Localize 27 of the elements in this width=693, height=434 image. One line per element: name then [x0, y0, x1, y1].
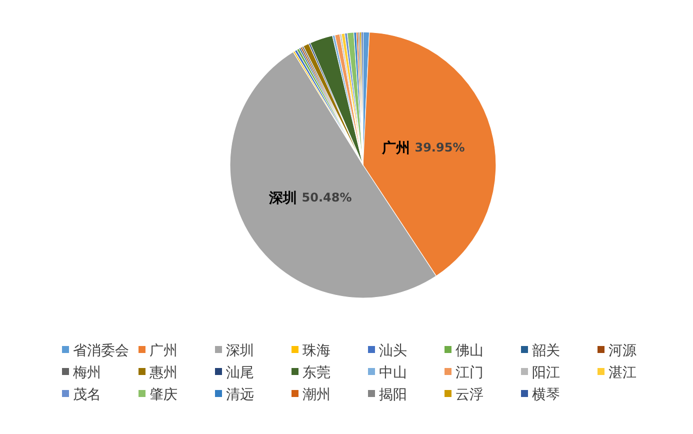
legend-label: 韶关 [532, 343, 560, 359]
legend-label: 梅州 [72, 365, 101, 381]
legend-label: 江门 [456, 365, 484, 381]
legend-label: 湛江 [608, 365, 636, 381]
slice-label: 深圳 [268, 190, 302, 206]
legend-label: 汕头 [379, 343, 407, 359]
legend-label: 阳江 [532, 365, 560, 381]
legend-label: 清远 [226, 387, 254, 403]
legend-label: 汕尾 [226, 365, 254, 381]
legend-label: 河源 [608, 343, 636, 359]
legend-label: 广州 [150, 343, 178, 359]
legend-label: 潮州 [302, 387, 330, 403]
data-label: 39.95% [414, 140, 465, 155]
legend-label: 深圳 [226, 343, 254, 359]
legend-label: 茂名 [73, 387, 101, 403]
legend-label: 揭阳 [379, 387, 407, 403]
legend-label: 肇庆 [150, 387, 178, 403]
legend-label: 云浮 [456, 387, 484, 403]
legend-label: 珠海 [302, 343, 330, 359]
legend-label: 东莞 [302, 365, 330, 381]
legend-label: 中山 [379, 365, 407, 381]
data-label: 50.48% [302, 190, 352, 205]
legend-label: 省消委会 [73, 343, 129, 359]
legend-label: 横琴 [532, 387, 560, 403]
legend-label: 惠州 [148, 365, 178, 381]
slice-label: 广州 [380, 139, 415, 156]
legend-label: 佛山 [456, 343, 484, 359]
